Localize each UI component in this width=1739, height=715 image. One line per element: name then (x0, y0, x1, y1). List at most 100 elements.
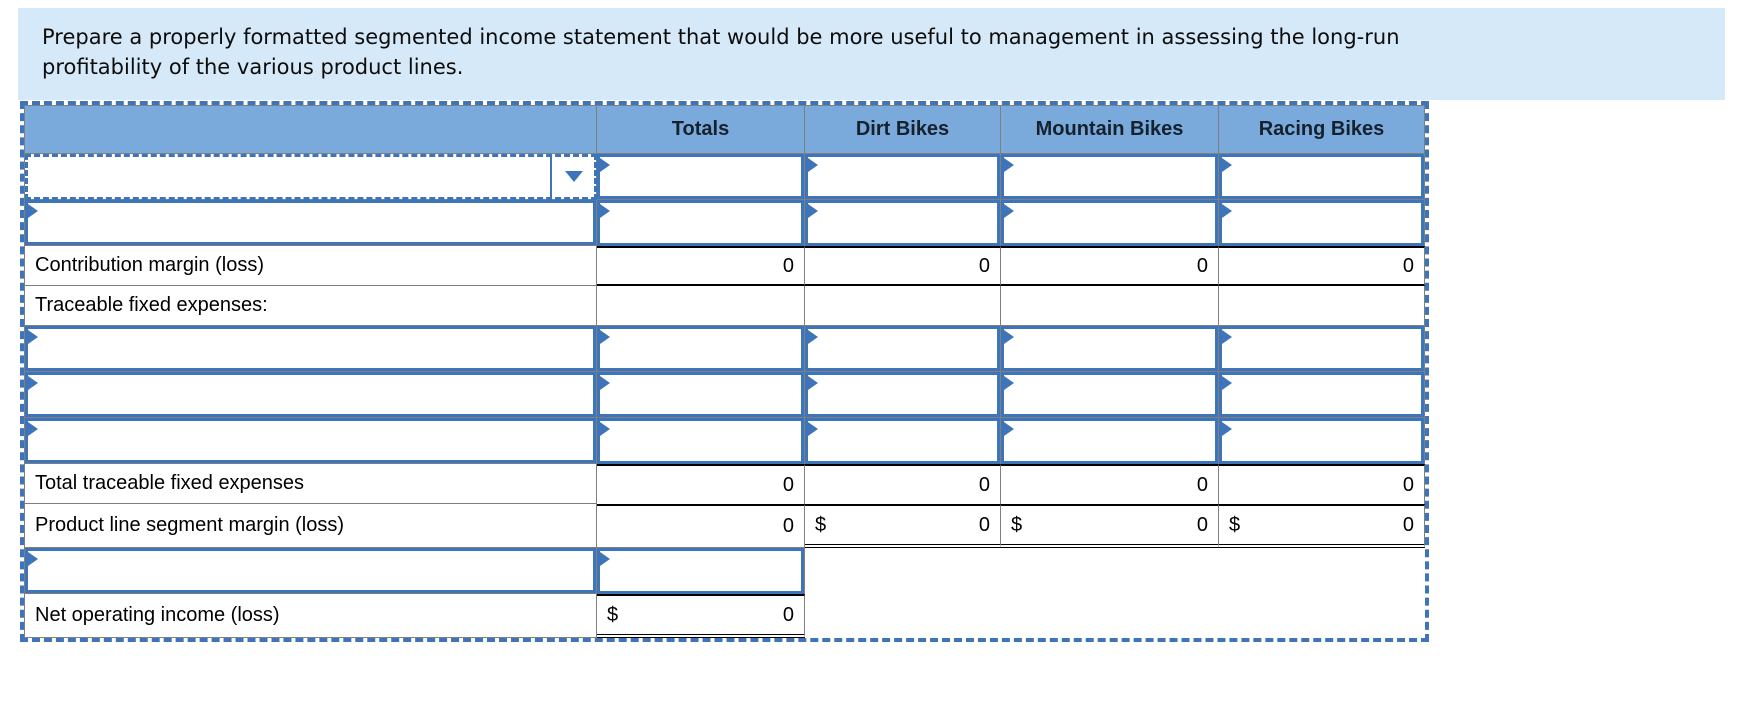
value-total-traceable-mountain: 0 (1001, 464, 1219, 504)
input-cell-row1-totals[interactable] (597, 154, 805, 200)
input-cell-row6-mountain[interactable] (1001, 372, 1219, 418)
blank-cell (805, 594, 1001, 638)
cell-flag-icon (600, 330, 610, 344)
input-cell-row6-label[interactable] (25, 372, 597, 418)
row-label-net-operating-income: Net operating income (loss) (25, 594, 597, 638)
cell-flag-icon (1004, 204, 1014, 218)
value-text: 0 (1196, 513, 1208, 536)
cell-flag-icon (600, 422, 610, 436)
cell-flag-icon (28, 204, 38, 218)
cell-flag-icon (1004, 330, 1014, 344)
input-cell-row5-totals[interactable] (597, 326, 805, 372)
row-variable-expenses (25, 200, 1425, 246)
value-total-traceable-dirt: 0 (805, 464, 1001, 504)
value-contribution-margin-mountain: 0 (1001, 246, 1219, 286)
row-traceable-expense-2 (25, 372, 1425, 418)
column-header-dirt-bikes: Dirt Bikes (805, 106, 1001, 154)
value-text: 0 (782, 603, 794, 626)
input-cell-row5-mountain[interactable] (1001, 326, 1219, 372)
input-cell-row2-racing[interactable] (1219, 200, 1425, 246)
cell-flag-icon (808, 376, 818, 390)
cell-flag-icon (600, 204, 610, 218)
input-cell-row5-label[interactable] (25, 326, 597, 372)
input-cell-row10-label[interactable] (25, 548, 597, 594)
input-cell-row1-racing[interactable] (1219, 154, 1425, 200)
input-cell-row1-mountain[interactable] (1001, 154, 1219, 200)
cell-flag-icon (1222, 376, 1232, 390)
value-segment-margin-totals: 0 (597, 504, 805, 548)
empty-cell (597, 286, 805, 326)
input-cell-row1-dirt[interactable] (805, 154, 1001, 200)
row-traceable-expense-1 (25, 326, 1425, 372)
row-segment-margin: Product line segment margin (loss) 0 $ 0… (25, 504, 1425, 548)
cell-flag-icon (808, 204, 818, 218)
row-traceable-expense-3 (25, 418, 1425, 464)
currency-symbol: $ (607, 603, 619, 626)
dropdown-arrow-icon (565, 171, 583, 182)
empty-cell (805, 286, 1001, 326)
cell-flag-icon (1222, 422, 1232, 436)
segmented-income-statement-table: Totals Dirt Bikes Mountain Bikes Racing … (20, 101, 1429, 642)
cell-flag-icon (28, 552, 38, 566)
cell-flag-icon (1004, 376, 1014, 390)
cell-flag-icon (1004, 158, 1014, 172)
instruction-text: Prepare a properly formatted segmented i… (42, 25, 1400, 79)
cell-flag-icon (28, 330, 38, 344)
row-label-dropdown[interactable] (25, 154, 597, 200)
row-label-contribution-margin: Contribution margin (loss) (25, 246, 597, 286)
row-net-operating-income: Net operating income (loss) $ 0 (25, 594, 1425, 638)
input-cell-row10-totals[interactable] (597, 548, 805, 594)
cell-flag-icon (1222, 204, 1232, 218)
cell-flag-icon (600, 552, 610, 566)
value-segment-margin-dirt: $ 0 (805, 504, 1001, 548)
empty-cell (1219, 286, 1425, 326)
input-cell-row6-racing[interactable] (1219, 372, 1425, 418)
header-row: Totals Dirt Bikes Mountain Bikes Racing … (25, 106, 1425, 154)
input-cell-row2-totals[interactable] (597, 200, 805, 246)
cell-flag-icon (808, 330, 818, 344)
cell-flag-icon (600, 376, 610, 390)
column-header-racing-bikes: Racing Bikes (1219, 106, 1425, 154)
value-net-operating-income-totals: $ 0 (597, 594, 805, 638)
input-cell-row5-dirt[interactable] (805, 326, 1001, 372)
input-cell-row2-mountain[interactable] (1001, 200, 1219, 246)
value-segment-margin-mountain: $ 0 (1001, 504, 1219, 548)
input-cell-row7-totals[interactable] (597, 418, 805, 464)
blank-cell (1001, 548, 1219, 594)
blank-cell (805, 548, 1001, 594)
blank-cell (1219, 548, 1425, 594)
value-contribution-margin-dirt: 0 (805, 246, 1001, 286)
row-label-segment-margin: Product line segment margin (loss) (25, 504, 597, 548)
dropdown-button[interactable] (550, 154, 596, 199)
input-cell-row2-dirt[interactable] (805, 200, 1001, 246)
input-cell-row7-label[interactable] (25, 418, 597, 464)
cell-flag-icon (600, 158, 610, 172)
row-common-expenses (25, 548, 1425, 594)
row-label-traceable-fixed-expenses: Traceable fixed expenses: (25, 286, 597, 326)
input-cell-row6-dirt[interactable] (805, 372, 1001, 418)
value-total-traceable-totals: 0 (597, 464, 805, 504)
cell-flag-icon (28, 376, 38, 390)
value-text: 0 (978, 513, 990, 536)
input-cell-row5-racing[interactable] (1219, 326, 1425, 372)
column-header-mountain-bikes: Mountain Bikes (1001, 106, 1219, 154)
cell-flag-icon (1004, 422, 1014, 436)
cell-flag-icon (808, 158, 818, 172)
currency-symbol: $ (1011, 513, 1023, 536)
input-cell-row7-dirt[interactable] (805, 418, 1001, 464)
blank-cell (1001, 594, 1219, 638)
input-cell-row6-totals[interactable] (597, 372, 805, 418)
blank-cell (1219, 594, 1425, 638)
worksheet-grid: Totals Dirt Bikes Mountain Bikes Racing … (24, 105, 1425, 638)
input-cell-row2-label[interactable] (25, 200, 597, 246)
currency-symbol: $ (815, 513, 827, 536)
input-cell-row7-racing[interactable] (1219, 418, 1425, 464)
instruction-banner: Prepare a properly formatted segmented i… (18, 8, 1725, 100)
cell-flag-icon (1222, 330, 1232, 344)
row-contribution-margin: Contribution margin (loss) 0 0 0 0 (25, 246, 1425, 286)
input-cell-row7-mountain[interactable] (1001, 418, 1219, 464)
value-contribution-margin-racing: 0 (1219, 246, 1425, 286)
empty-cell (1001, 286, 1219, 326)
row-label-total-traceable: Total traceable fixed expenses (25, 464, 597, 504)
row-sales-select (25, 154, 1425, 200)
